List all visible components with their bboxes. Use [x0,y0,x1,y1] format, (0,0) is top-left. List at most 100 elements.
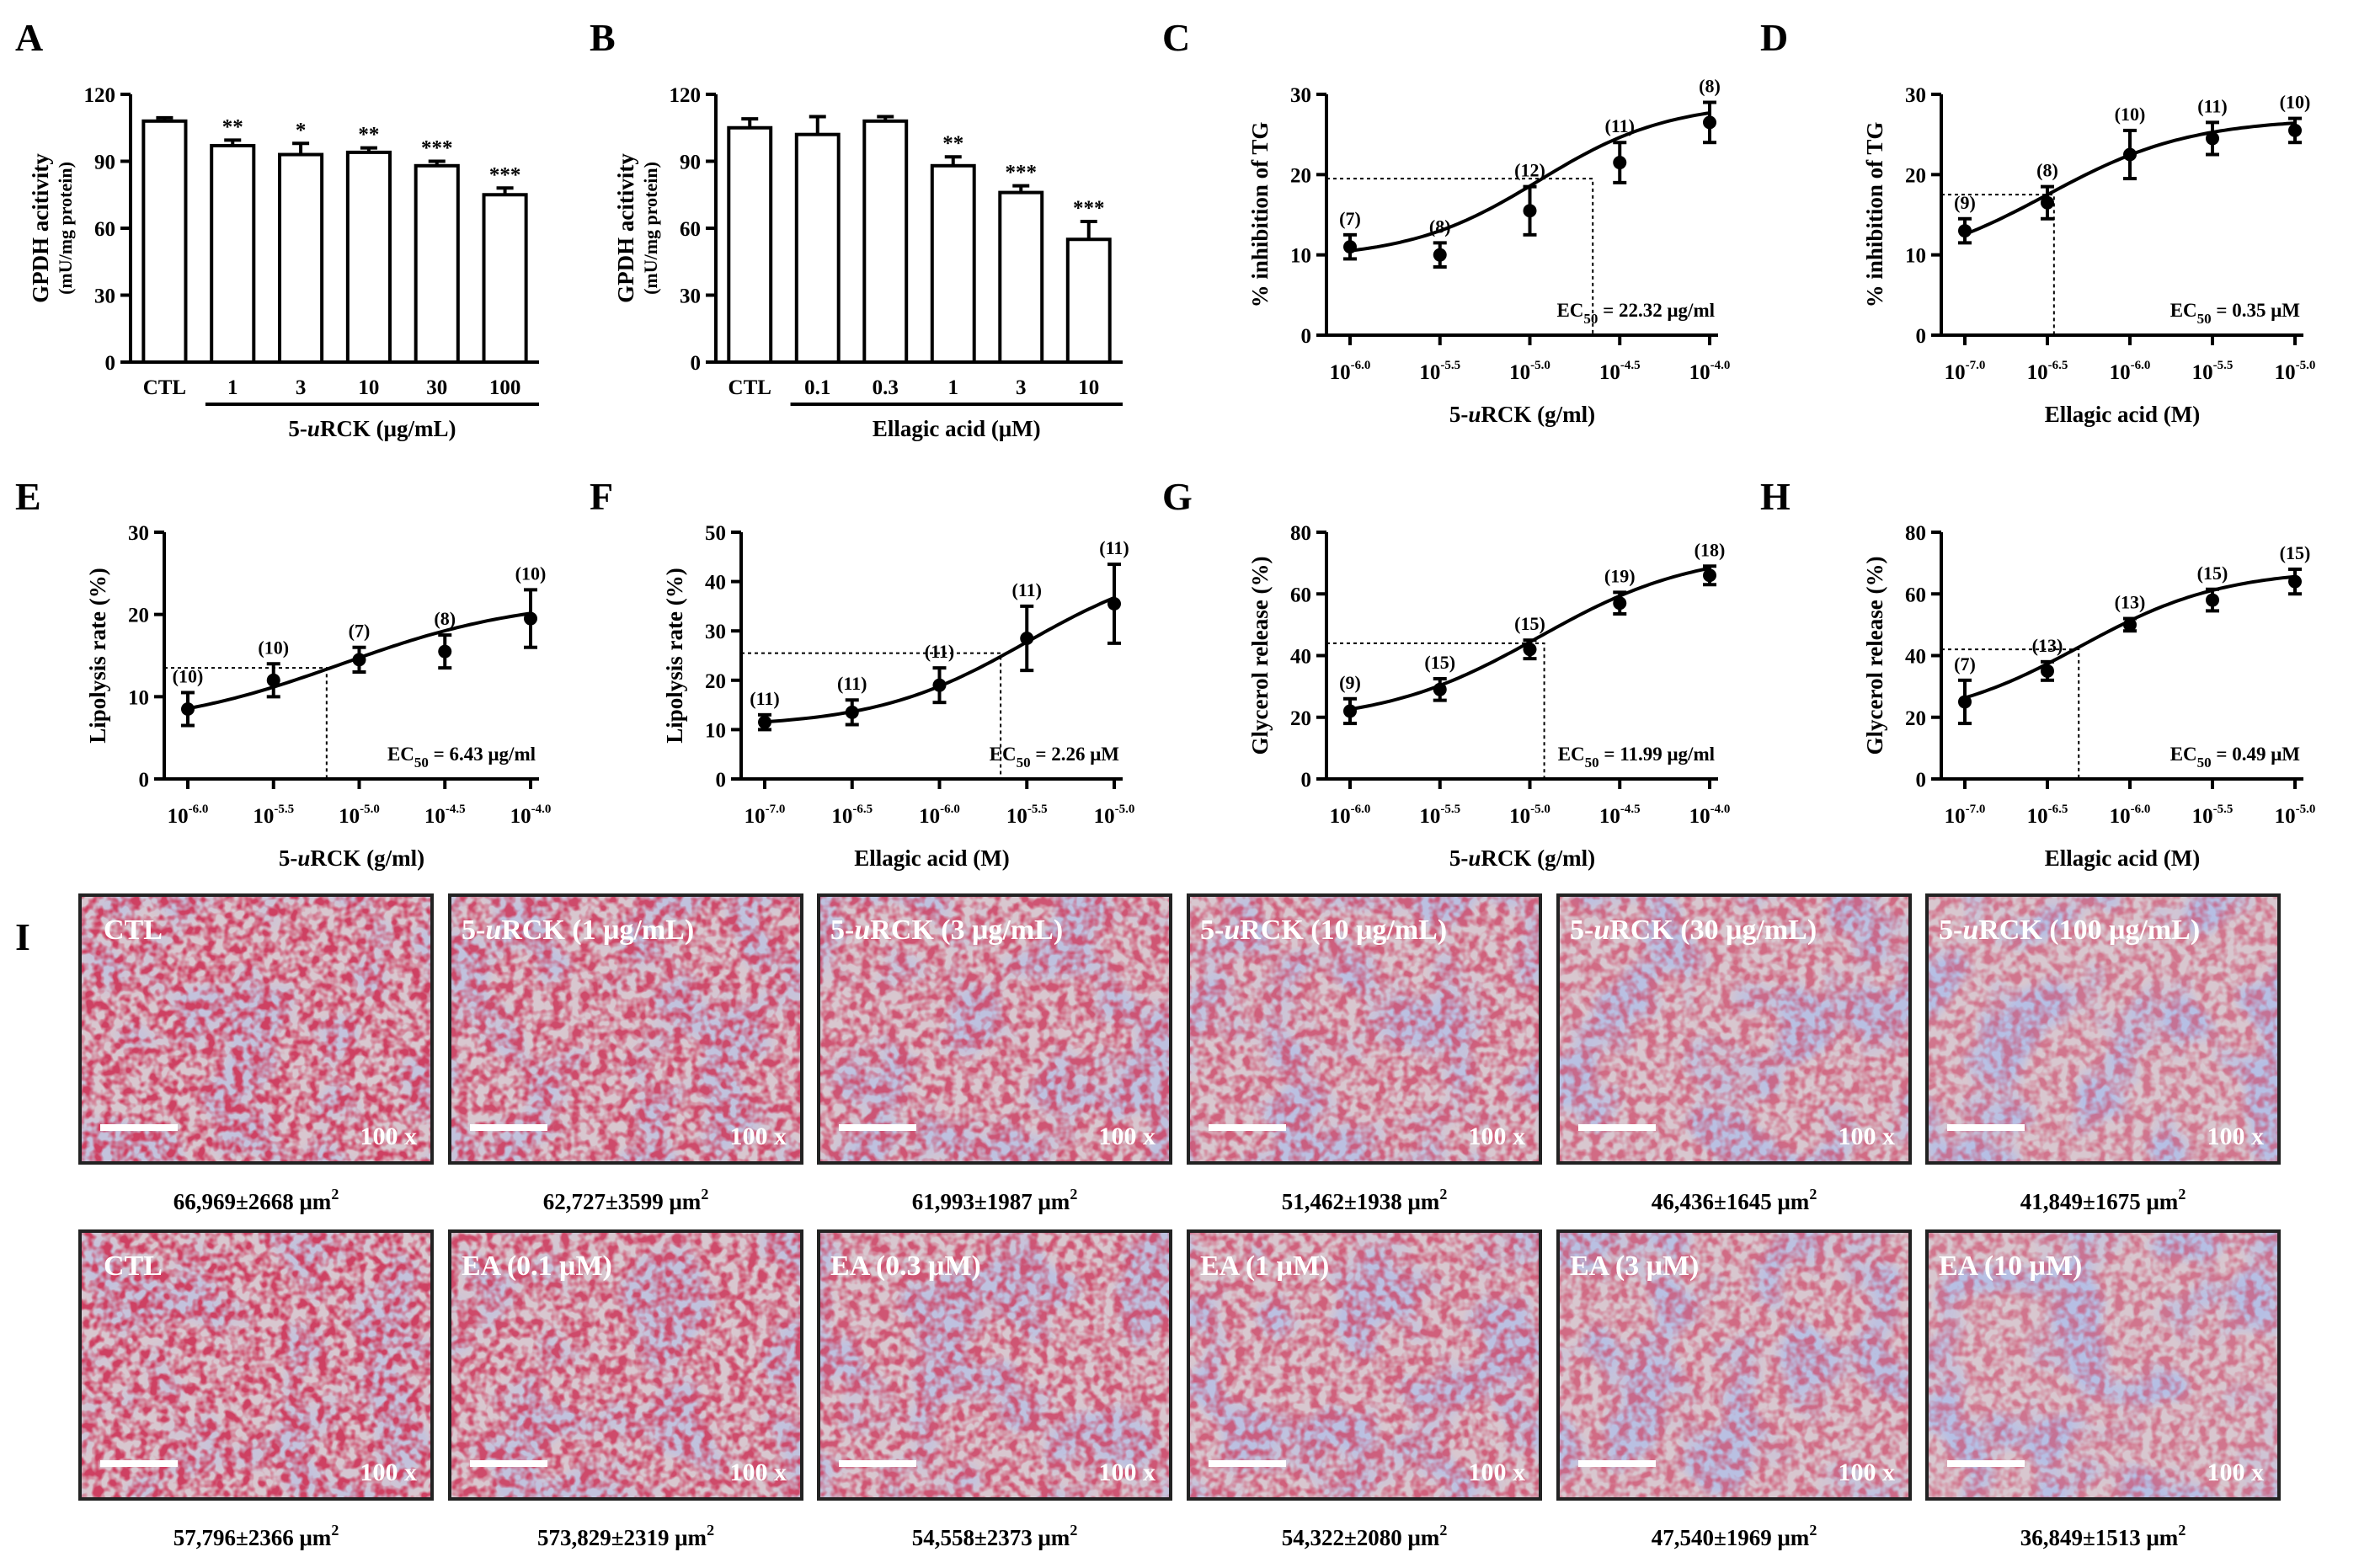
significance-mark: ** [358,124,379,147]
panel-letter-c: C [1162,16,1190,59]
x-tick-label: 10-6.0 [2110,359,2151,384]
scale-bar [100,1124,178,1131]
magnification-label: 100 x [360,1123,418,1150]
magnification-label: 100 x [2207,1459,2265,1486]
x-tick-label: 1 [227,376,238,399]
lipid-area-value: 61,993±1987 μm2 [912,1186,1078,1214]
n-label: (15) [2197,563,2228,584]
x-tick-label: 10-4.0 [1689,803,1731,828]
x-tick-label: 10-4.5 [1599,359,1641,384]
x-tick-label: 10-5.0 [2275,803,2316,828]
micrograph-label: 5-uRCK (10 μg/mL) [1200,915,1447,946]
panel-letter-h: H [1760,475,1791,518]
panel-h-ec50-label: EC50 = 0.49 μM [2170,744,2301,771]
bar [345,150,392,364]
data-point [758,715,771,729]
x-tick-label: 10-6.0 [919,803,960,828]
x-tick-label: 10-7.0 [1945,359,1986,384]
data-point [2041,664,2054,678]
n-label: (13) [2115,592,2146,613]
micrograph-blue-regions [1558,895,1910,1163]
n-label: (18) [1695,539,1726,560]
n-label: (10) [2280,92,2311,113]
micrograph-blue-regions [819,895,1171,1163]
micrograph-label: EA (3 μM) [1570,1251,1699,1282]
data-point [1703,115,1716,130]
lipid-area-value: 46,436±1645 μm2 [1652,1186,1817,1214]
panel-h-y-tick-label: 60 [1905,584,1926,606]
n-label: (8) [434,608,456,629]
x-tick-label: 10-5.0 [339,803,380,828]
magnification-label: 100 x [730,1123,787,1150]
significance-mark: ** [222,115,243,138]
micrograph-blue-regions [450,1231,802,1499]
scale-bar [1578,1124,1656,1131]
panel-h-x-label: Ellagic acid (M) [2045,845,2200,871]
bar [998,190,1044,364]
panel-d-x-label: Ellagic acid (M) [2045,402,2200,427]
n-label: (19) [1604,565,1636,586]
data-point [2206,593,2219,607]
panel-e-y-tick-label: 10 [128,686,149,709]
n-label: (11) [750,688,779,709]
panel-f-y-label: Lipolysis rate (%) [662,568,687,744]
x-tick-label: 10 [358,376,379,399]
panel-g-y-tick-label: 60 [1290,584,1311,606]
scale-bar [100,1460,178,1467]
x-tick-label: 10-7.0 [745,803,786,828]
data-point [438,644,452,659]
data-point [2288,574,2302,589]
lipid-area-value: 54,558±2373 μm2 [912,1522,1078,1550]
n-label: (11) [925,641,954,662]
scale-bar [1209,1124,1286,1131]
micrograph-label: 5-uRCK (100 μg/mL) [1939,915,2200,946]
micrograph-frame [78,893,434,1165]
n-label: (15) [1514,613,1545,634]
n-label: (13) [2032,635,2063,656]
x-tick-label: 10-7.0 [1945,803,1986,828]
n-label: (15) [2280,542,2311,563]
micrograph-tile: 5-uRCK (30 μg/mL) 100 x 46,436±1645 μm2 [1556,893,1912,1214]
data-point [1703,568,1716,583]
n-label: (9) [1954,192,1976,213]
x-tick-label: 10-5.0 [2275,359,2316,384]
panel-c-y-tick-label: 30 [1290,84,1311,107]
x-tick-label: 0.1 [804,376,830,399]
x-tick-label: 10-4.0 [510,803,552,828]
panel-a-y-tick-label: 90 [94,152,115,174]
panel-d-ec50-label: EC50 = 0.35 μM [2170,300,2301,327]
data-point [932,678,947,692]
panel-b-y-tick-label: 0 [691,352,702,375]
panel-h-y-tick-label: 0 [1916,769,1927,792]
data-point [2288,123,2302,137]
panel-g-y-tick-label: 40 [1290,646,1311,669]
panel-f-y-tick-label: 10 [705,719,726,742]
scale-bar [1209,1460,1286,1467]
micrograph-label: 5-uRCK (3 μg/mL) [830,915,1063,946]
panel-e-ec50-label: EC50 = 6.43 μg/ml [387,744,536,771]
significance-mark: ** [942,132,963,155]
x-tick-label: 10-5.5 [1006,803,1048,828]
panel-f-y-tick-label: 20 [705,670,726,693]
panel-letter-a: A [15,16,43,59]
x-tick-label: 10-6.0 [2110,803,2151,828]
panel-a-y-tick-label: 120 [84,84,116,107]
n-label: (10) [2115,104,2146,125]
x-tick-label: 10-6.0 [1330,803,1371,828]
n-label: (15) [1424,652,1455,673]
n-label: (12) [1514,160,1545,181]
micrograph-tile: CTL 100 x 57,796±2366 μm2 [78,1229,434,1550]
x-tick-label: 10-5.5 [253,803,294,828]
micrograph-blue-regions [1927,895,2279,1163]
micrograph-frame [448,1229,803,1501]
lipid-area-value: 47,540±1969 μm2 [1652,1522,1817,1550]
panel-c-ec50-label: EC50 = 22.32 μg/ml [1556,300,1715,327]
scale-bar [839,1460,916,1467]
bar [930,163,976,364]
micrograph-blue-regions [80,1231,432,1499]
micrograph-label: 5-uRCK (30 μg/mL) [1570,915,1817,946]
panel-h-y-tick-label: 20 [1905,707,1926,730]
ec50-guide-line [1326,642,1545,779]
ec50-guide-line [1941,194,2055,335]
micrograph-frame [1187,893,1542,1165]
